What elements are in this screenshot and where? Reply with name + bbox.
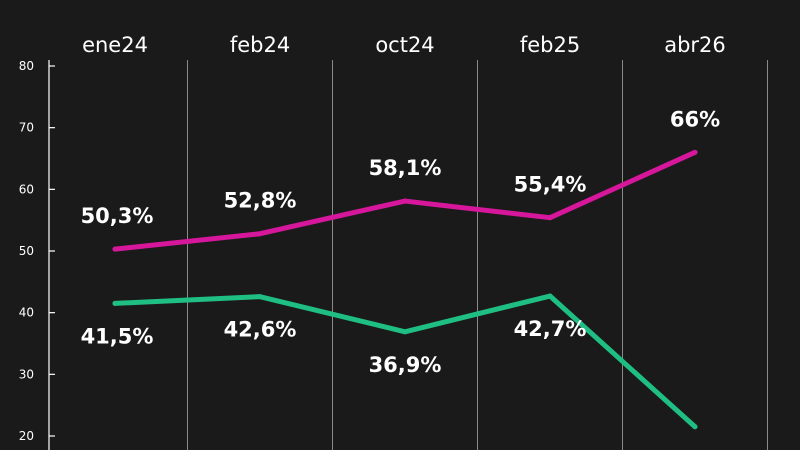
data-point — [257, 294, 263, 300]
data-label: 58,1% — [369, 156, 442, 180]
y-tick-label: 60 — [19, 182, 34, 196]
y-tick-label: 30 — [19, 367, 34, 381]
data-label: 36,9% — [369, 353, 442, 377]
x-category-label: ene24 — [82, 33, 148, 57]
data-label: 55,4% — [514, 173, 587, 197]
data-label: 42,7% — [514, 317, 587, 341]
data-point — [112, 300, 118, 306]
data-point — [692, 424, 698, 430]
y-tick-label: 70 — [19, 121, 34, 135]
y-tick-label: 80 — [19, 59, 34, 73]
data-label: 21,5% — [659, 448, 732, 450]
data-label: 50,3% — [81, 204, 154, 228]
x-category-label: oct24 — [375, 33, 434, 57]
data-point — [402, 198, 408, 204]
x-category-label: feb24 — [230, 33, 290, 57]
data-label: 42,6% — [224, 318, 297, 342]
y-tick-label: 40 — [19, 306, 34, 320]
y-tick-label: 20 — [19, 429, 34, 443]
data-point — [547, 215, 553, 221]
x-category-label: feb25 — [520, 33, 580, 57]
data-point — [692, 149, 698, 155]
data-point — [257, 231, 263, 237]
data-label: 41,5% — [81, 324, 154, 348]
data-label: 52,8% — [224, 189, 297, 213]
data-point — [402, 329, 408, 335]
data-label: 66% — [670, 107, 720, 131]
x-category-label: abr26 — [664, 33, 726, 57]
y-tick-label: 50 — [19, 244, 34, 258]
data-point — [112, 246, 118, 252]
data-point — [547, 293, 553, 299]
